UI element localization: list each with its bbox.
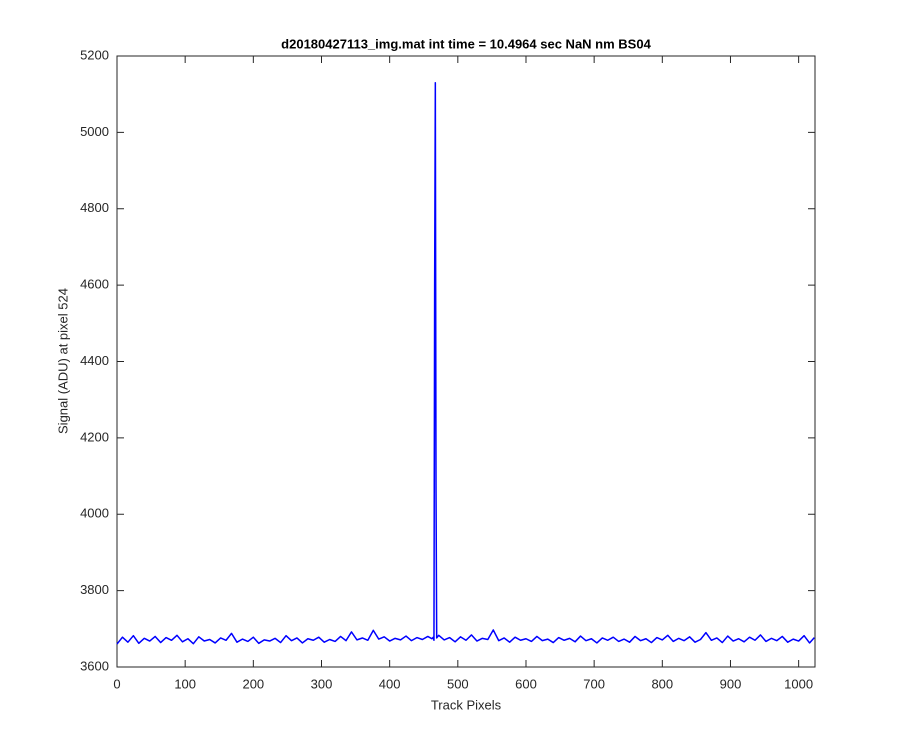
- y-tick-label: 4000: [80, 506, 109, 521]
- y-tick-label: 5200: [80, 47, 109, 62]
- y-tick-label: 4200: [80, 429, 109, 444]
- x-tick-label: 500: [447, 676, 469, 691]
- x-tick-label: 200: [242, 676, 264, 691]
- chart-title: d20180427113_img.mat int time = 10.4964 …: [281, 36, 651, 51]
- y-tick-label: 5000: [80, 124, 109, 139]
- y-tick-label: 3800: [80, 582, 109, 597]
- x-tick-label: 600: [515, 676, 537, 691]
- x-tick-label: 900: [720, 676, 742, 691]
- data-line: [116, 81, 815, 645]
- x-tick-label: 0: [113, 676, 120, 691]
- y-tick-label: 4600: [80, 277, 109, 292]
- y-tick-label: 3600: [80, 658, 109, 673]
- plot-box: [116, 55, 816, 668]
- x-tick-label: 100: [174, 676, 196, 691]
- x-tick-label: 400: [379, 676, 401, 691]
- x-axis-label: Track Pixels: [431, 697, 502, 712]
- y-tick-label: 4400: [80, 353, 109, 368]
- y-tick-label: 4800: [80, 200, 109, 215]
- x-tick-label: 300: [311, 676, 333, 691]
- x-tick-label: 1000: [784, 676, 813, 691]
- y-axis-label: Signal (ADU) at pixel 524: [55, 288, 70, 434]
- x-tick-label: 700: [583, 676, 605, 691]
- x-tick-label: 800: [651, 676, 673, 691]
